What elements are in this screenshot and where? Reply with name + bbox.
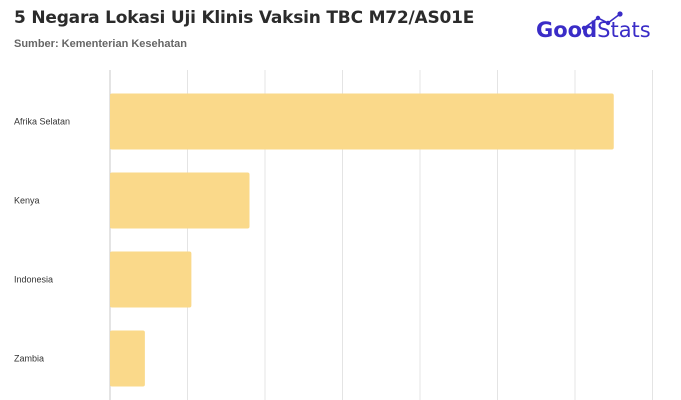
goodstats-logo: GoodStats xyxy=(532,6,672,50)
category-label: Afrika Selatan xyxy=(14,117,70,127)
bar-zambia xyxy=(110,330,145,387)
bar-kenya xyxy=(110,172,250,229)
chart-source: Sumber: Kementerian Kesehatan xyxy=(14,38,187,50)
logo-good: Good xyxy=(536,18,598,42)
chart-title: 5 Negara Lokasi Uji Klinis Vaksin TBC M7… xyxy=(14,8,475,28)
trend-line-icon xyxy=(581,11,623,31)
logo-wordmark: GoodStats xyxy=(536,18,651,42)
category-label: Zambia xyxy=(14,354,44,364)
bar-indonesia xyxy=(110,251,192,308)
bar-afrika-selatan xyxy=(110,93,614,150)
category-label: Kenya xyxy=(14,196,40,206)
logo-stats: Stats xyxy=(597,18,651,42)
category-label: Indonesia xyxy=(14,275,53,285)
